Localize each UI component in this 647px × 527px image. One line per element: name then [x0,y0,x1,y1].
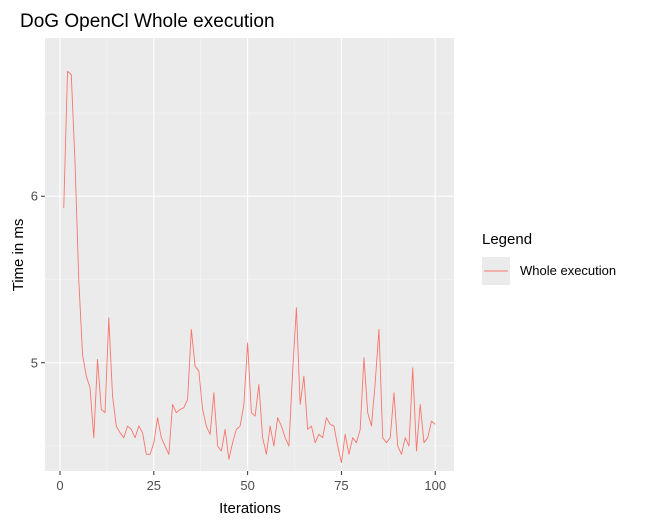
y-axis-title: Time in ms [10,219,27,292]
x-axis: 0 25 50 75 100 [56,471,446,493]
legend-label: Whole execution [520,263,616,278]
x-tick-label: 0 [56,478,63,493]
chart-title: DoG OpenCl Whole execution [20,11,275,32]
x-tick-label: 50 [240,478,254,493]
legend: Legend Whole execution [482,231,616,285]
major-gridlines [45,38,454,471]
y-tick-label: 6 [31,189,38,204]
y-axis: 56 [31,189,45,370]
x-axis-title: Iterations [219,500,281,517]
x-tick-label: 100 [424,478,446,493]
series-layer [63,70,436,464]
minor-gridlines [45,38,454,471]
legend-title: Legend [482,231,532,248]
y-tick-label: 5 [31,355,38,370]
x-tick-label: 25 [147,478,161,493]
series-line-whole-execution [63,70,436,464]
x-tick-label: 75 [334,478,348,493]
